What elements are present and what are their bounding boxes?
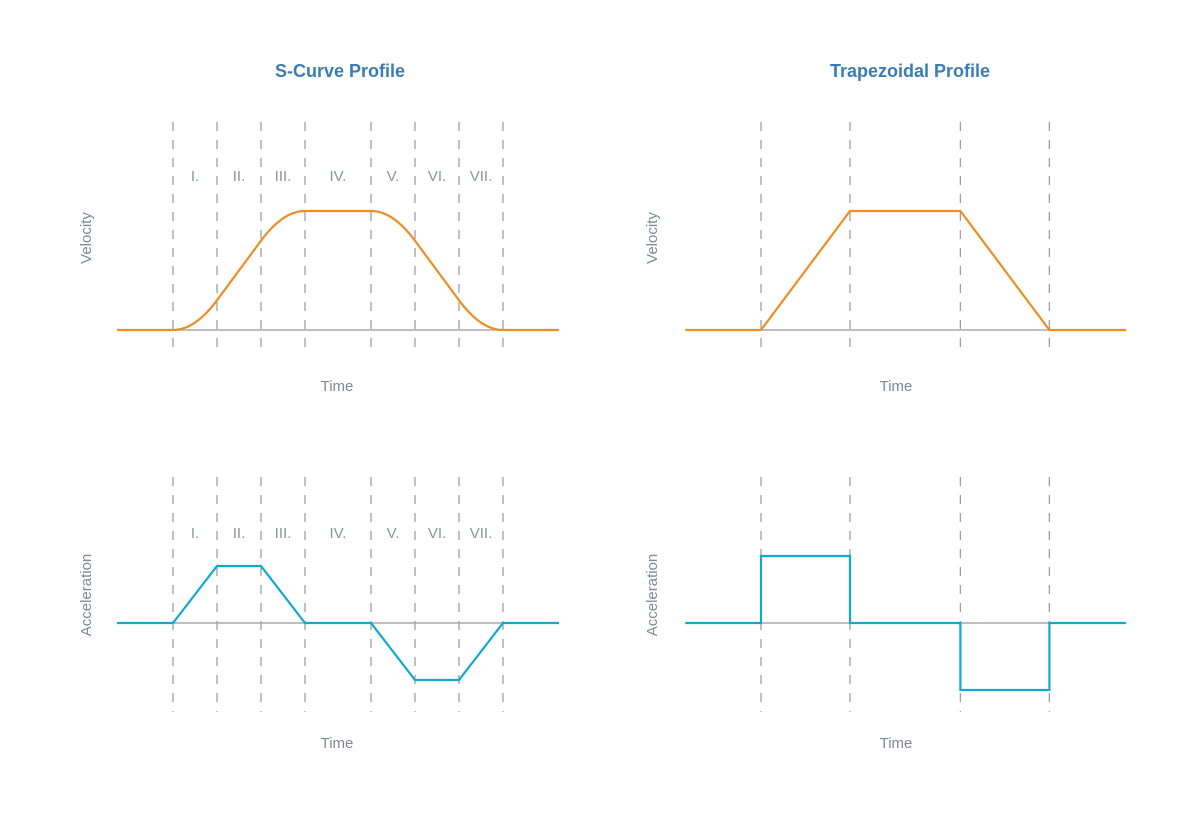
s-curve-acceleration-phase-label: VI. (428, 525, 446, 542)
s-curve-acceleration-ylabel: Acceleration (78, 554, 95, 637)
s-curve-velocity-xlabel: Time (321, 378, 354, 395)
s-curve-velocity-phase-label: VI. (428, 168, 446, 185)
s-curve-acceleration-xlabel: Time (321, 735, 354, 752)
s-curve-acceleration-phase-label: III. (275, 525, 292, 542)
trapezoidal-velocity-plot (685, 122, 1126, 355)
s-curve-acceleration-phase-label: II. (233, 525, 246, 542)
s-curve-acceleration-plot: I. II. III. IV. V. VI. VII. (117, 477, 559, 712)
s-curve-velocity-line (117, 209, 559, 332)
trapezoidal-acceleration-plot (685, 477, 1126, 712)
s-curve-acceleration-phase-label: V. (387, 525, 400, 542)
s-curve-velocity-phase-label: VII. (470, 168, 493, 185)
s-curve-velocity-plot: I. II. III. IV. V. VI. VII. (117, 122, 559, 355)
s-curve-velocity-phase-label: II. (233, 168, 246, 185)
s-curve-velocity-phase-label: IV. (330, 168, 347, 185)
trapezoidal-acceleration-ylabel: Acceleration (644, 554, 661, 637)
s-curve-velocity-ylabel: Velocity (78, 212, 95, 264)
s-curve-acceleration-line (117, 564, 559, 682)
trapezoidal-acceleration-line (685, 554, 1126, 692)
trapezoidal-acceleration-xlabel: Time (880, 735, 913, 752)
s-curve-acceleration-phase-label: IV. (330, 525, 347, 542)
s-curve-title: S-Curve Profile (275, 61, 405, 81)
s-curve-velocity-phase-label: III. (275, 168, 292, 185)
trapezoidal-velocity-ylabel: Velocity (644, 212, 661, 264)
s-curve-velocity-phase-label: I. (191, 168, 199, 185)
trapezoidal-title: Trapezoidal Profile (830, 61, 990, 81)
s-curve-acceleration-phase-label: I. (191, 525, 199, 542)
s-curve-velocity-phase-label: V. (387, 168, 400, 185)
trapezoidal-velocity-line (685, 209, 1126, 332)
s-curve-acceleration-phase-label: VII. (470, 525, 493, 542)
trapezoidal-velocity-xlabel: Time (880, 378, 913, 395)
